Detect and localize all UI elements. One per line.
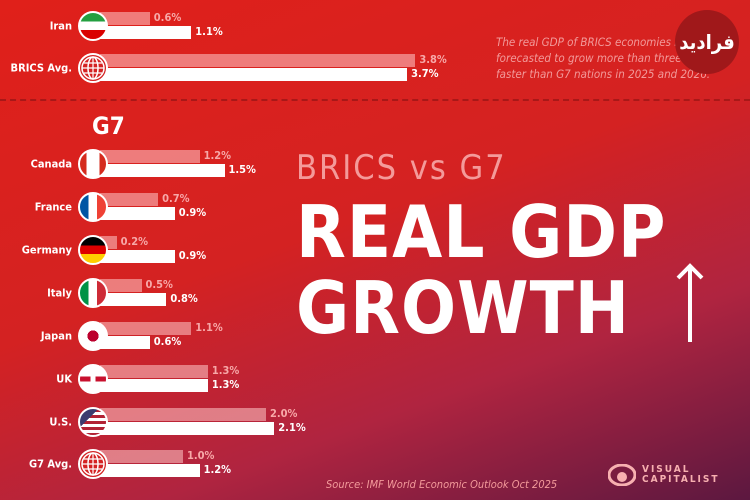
data-label: 3.8% (419, 53, 447, 66)
title-line-1: REAL GDP (296, 190, 667, 274)
data-label: 0.9% (178, 249, 207, 262)
bar-series1 (100, 365, 208, 378)
italy-flag-icon (78, 278, 108, 308)
data-label: 0.6% (153, 335, 182, 348)
data-label: 0.7% (162, 192, 190, 205)
bar-series1 (100, 150, 200, 163)
category-label: G7 Avg. (28, 457, 72, 471)
data-label: 0.8% (170, 292, 198, 305)
data-label: 1.2% (203, 149, 232, 162)
bar-series2 (100, 379, 208, 392)
g7-heading: G7 (92, 112, 125, 140)
divider (0, 99, 750, 101)
globe-icon (78, 449, 108, 479)
category-label: Iran (49, 19, 72, 33)
logo-text-1: VISUAL (642, 464, 691, 475)
bar-series1 (100, 54, 416, 67)
bar-series1 (100, 408, 266, 421)
bar-series1 (100, 450, 183, 463)
iran-flag-icon (78, 11, 108, 41)
category-label: Japan (40, 329, 72, 343)
title-line-2: GROWTH (296, 266, 630, 350)
bar-series1 (100, 279, 142, 292)
summary-note: The real GDP of BRICS economies is forec… (496, 35, 714, 81)
france-flag-icon (78, 192, 108, 222)
data-label: 0.9% (178, 206, 207, 219)
up-arrow-icon (676, 263, 704, 342)
bar-series2 (100, 293, 167, 306)
data-label: 1.3% (211, 364, 240, 377)
category-label: U.S. (49, 415, 72, 429)
bar-series1 (100, 12, 150, 25)
bar-series1 (100, 193, 159, 206)
data-label: 1.2% (203, 463, 232, 476)
source-note: Source: IMF World Economic Outlook Oct 2… (326, 478, 558, 491)
data-label: 0.6% (153, 11, 182, 24)
subtitle: BRICS vs G7 (296, 148, 507, 188)
logo-icon (608, 464, 636, 486)
data-label: 1.5% (228, 163, 256, 176)
data-label: 0.2% (120, 235, 149, 248)
category-label: Germany (21, 243, 72, 257)
data-label: 2.0% (270, 407, 298, 420)
category-label: Italy (47, 286, 72, 300)
category-label: BRICS Avg. (10, 61, 72, 75)
bar-series2 (100, 250, 175, 263)
data-label: 1.1% (195, 25, 223, 38)
bar-series2 (100, 68, 408, 81)
logo-text-2: CAPITALIST (642, 474, 720, 485)
bar-series2 (100, 26, 192, 39)
bar-series2 (100, 464, 200, 477)
canada-flag-icon (78, 149, 108, 179)
category-label: France (34, 200, 72, 214)
category-label: UK (56, 372, 72, 386)
germany-flag-icon (78, 235, 108, 265)
bar-series2 (100, 336, 150, 349)
data-label: 1.3% (211, 378, 240, 391)
bar-series2 (100, 207, 175, 220)
data-label: 1.0% (187, 449, 215, 462)
watermark-logo: فرادید (675, 10, 739, 74)
data-label: 3.7% (411, 67, 439, 80)
us-flag-icon (78, 407, 108, 437)
data-label: 2.1% (278, 421, 306, 434)
bar-series1 (100, 322, 192, 335)
category-label: Canada (30, 157, 72, 171)
uk-flag-icon (78, 364, 108, 394)
bar-series2 (100, 422, 275, 435)
bar-series2 (100, 164, 225, 177)
data-label: 0.5% (145, 278, 173, 291)
data-label: 1.1% (195, 321, 223, 334)
visual-capitalist-logo: VISUAL CAPITALIST (608, 464, 720, 486)
globe-icon (78, 53, 108, 83)
japan-flag-icon (78, 321, 108, 351)
